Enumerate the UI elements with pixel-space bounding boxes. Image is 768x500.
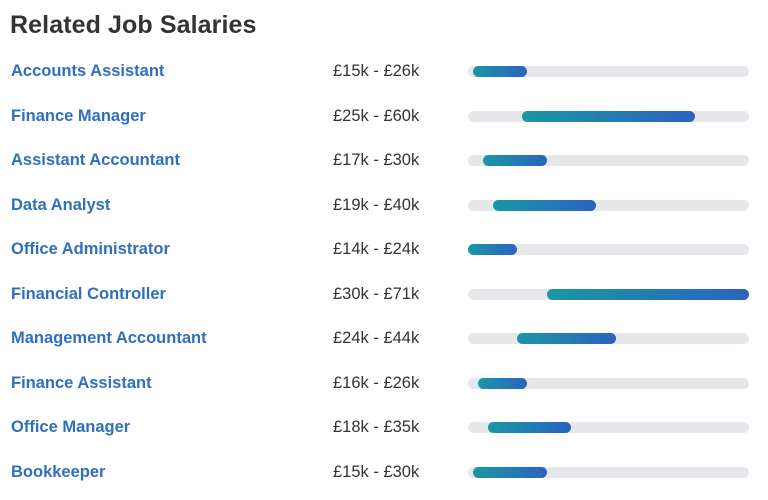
job-link-finance-assistant[interactable]: Finance Assistant xyxy=(11,373,152,392)
salary-range: £17k - £30k xyxy=(333,151,420,169)
salary-row: Assistant Accountant £17k - £30k xyxy=(0,138,768,183)
job-link-finance-manager[interactable]: Finance Manager xyxy=(11,106,146,125)
salary-row: Management Accountant £24k - £44k xyxy=(0,316,768,361)
salary-bar-fill xyxy=(492,199,597,211)
salary-bar-track xyxy=(468,244,749,255)
salary-bar-track xyxy=(468,466,749,478)
salary-bar-fill xyxy=(546,288,749,300)
salary-range: £30k - £71k xyxy=(333,284,420,303)
job-link-office-manager[interactable]: Office Manager xyxy=(11,418,131,436)
salary-bar-track xyxy=(468,199,749,211)
salary-row: Accounts Assistant £15k - £26k xyxy=(0,49,768,94)
salary-range: £18k - £35k xyxy=(333,418,420,436)
salary-range: £25k - £60k xyxy=(333,106,420,125)
job-link-bookkeeper[interactable]: Bookkeeper xyxy=(11,462,106,481)
salary-bar-fill xyxy=(482,155,547,166)
salary-bar-fill xyxy=(472,466,547,478)
salary-range: £15k - £30k xyxy=(333,462,420,481)
salary-bar-track xyxy=(468,288,749,300)
salary-row: Data Analyst £19k - £40k xyxy=(0,183,768,228)
section-title: Related Job Salaries xyxy=(10,11,257,39)
salary-range: £24k - £44k xyxy=(333,329,420,347)
salary-bar-fill xyxy=(487,422,572,433)
salary-bar-track xyxy=(468,377,749,389)
salary-bar-fill xyxy=(477,377,528,389)
salary-row: Office Manager £18k - £35k xyxy=(0,405,768,450)
salary-bar-track xyxy=(468,66,749,77)
salary-bar-track xyxy=(468,155,749,166)
salary-bar-track xyxy=(468,333,749,344)
job-link-management-accountant[interactable]: Management Accountant xyxy=(11,329,207,347)
salary-row: Bookkeeper £15k - £30k xyxy=(0,450,768,495)
salary-row: Office Administrator £14k - £24k xyxy=(0,227,768,272)
job-link-accounts-assistant[interactable]: Accounts Assistant xyxy=(11,62,165,80)
job-link-financial-controller[interactable]: Financial Controller xyxy=(11,284,166,303)
salary-range: £19k - £40k xyxy=(333,195,420,214)
salary-bar-fill xyxy=(517,333,616,344)
job-link-assistant-accountant[interactable]: Assistant Accountant xyxy=(11,151,180,169)
salary-range: £14k - £24k xyxy=(333,240,420,258)
salary-row: Finance Assistant £16k - £26k xyxy=(0,361,768,406)
salary-bar-track xyxy=(468,110,749,122)
salary-range: £16k - £26k xyxy=(333,373,420,392)
job-link-data-analyst[interactable]: Data Analyst xyxy=(11,195,111,214)
salary-range: £15k - £26k xyxy=(333,62,420,80)
salary-bar-fill xyxy=(472,66,528,77)
salary-row: Finance Manager £25k - £60k xyxy=(0,94,768,139)
salary-bar-fill xyxy=(468,244,518,255)
salary-list: Accounts Assistant £15k - £26k Finance M… xyxy=(0,49,768,494)
job-link-office-administrator[interactable]: Office Administrator xyxy=(11,240,170,258)
salary-row: Financial Controller £30k - £71k xyxy=(0,272,768,317)
salary-bar-track xyxy=(468,422,749,433)
salary-bar-fill xyxy=(522,110,695,122)
